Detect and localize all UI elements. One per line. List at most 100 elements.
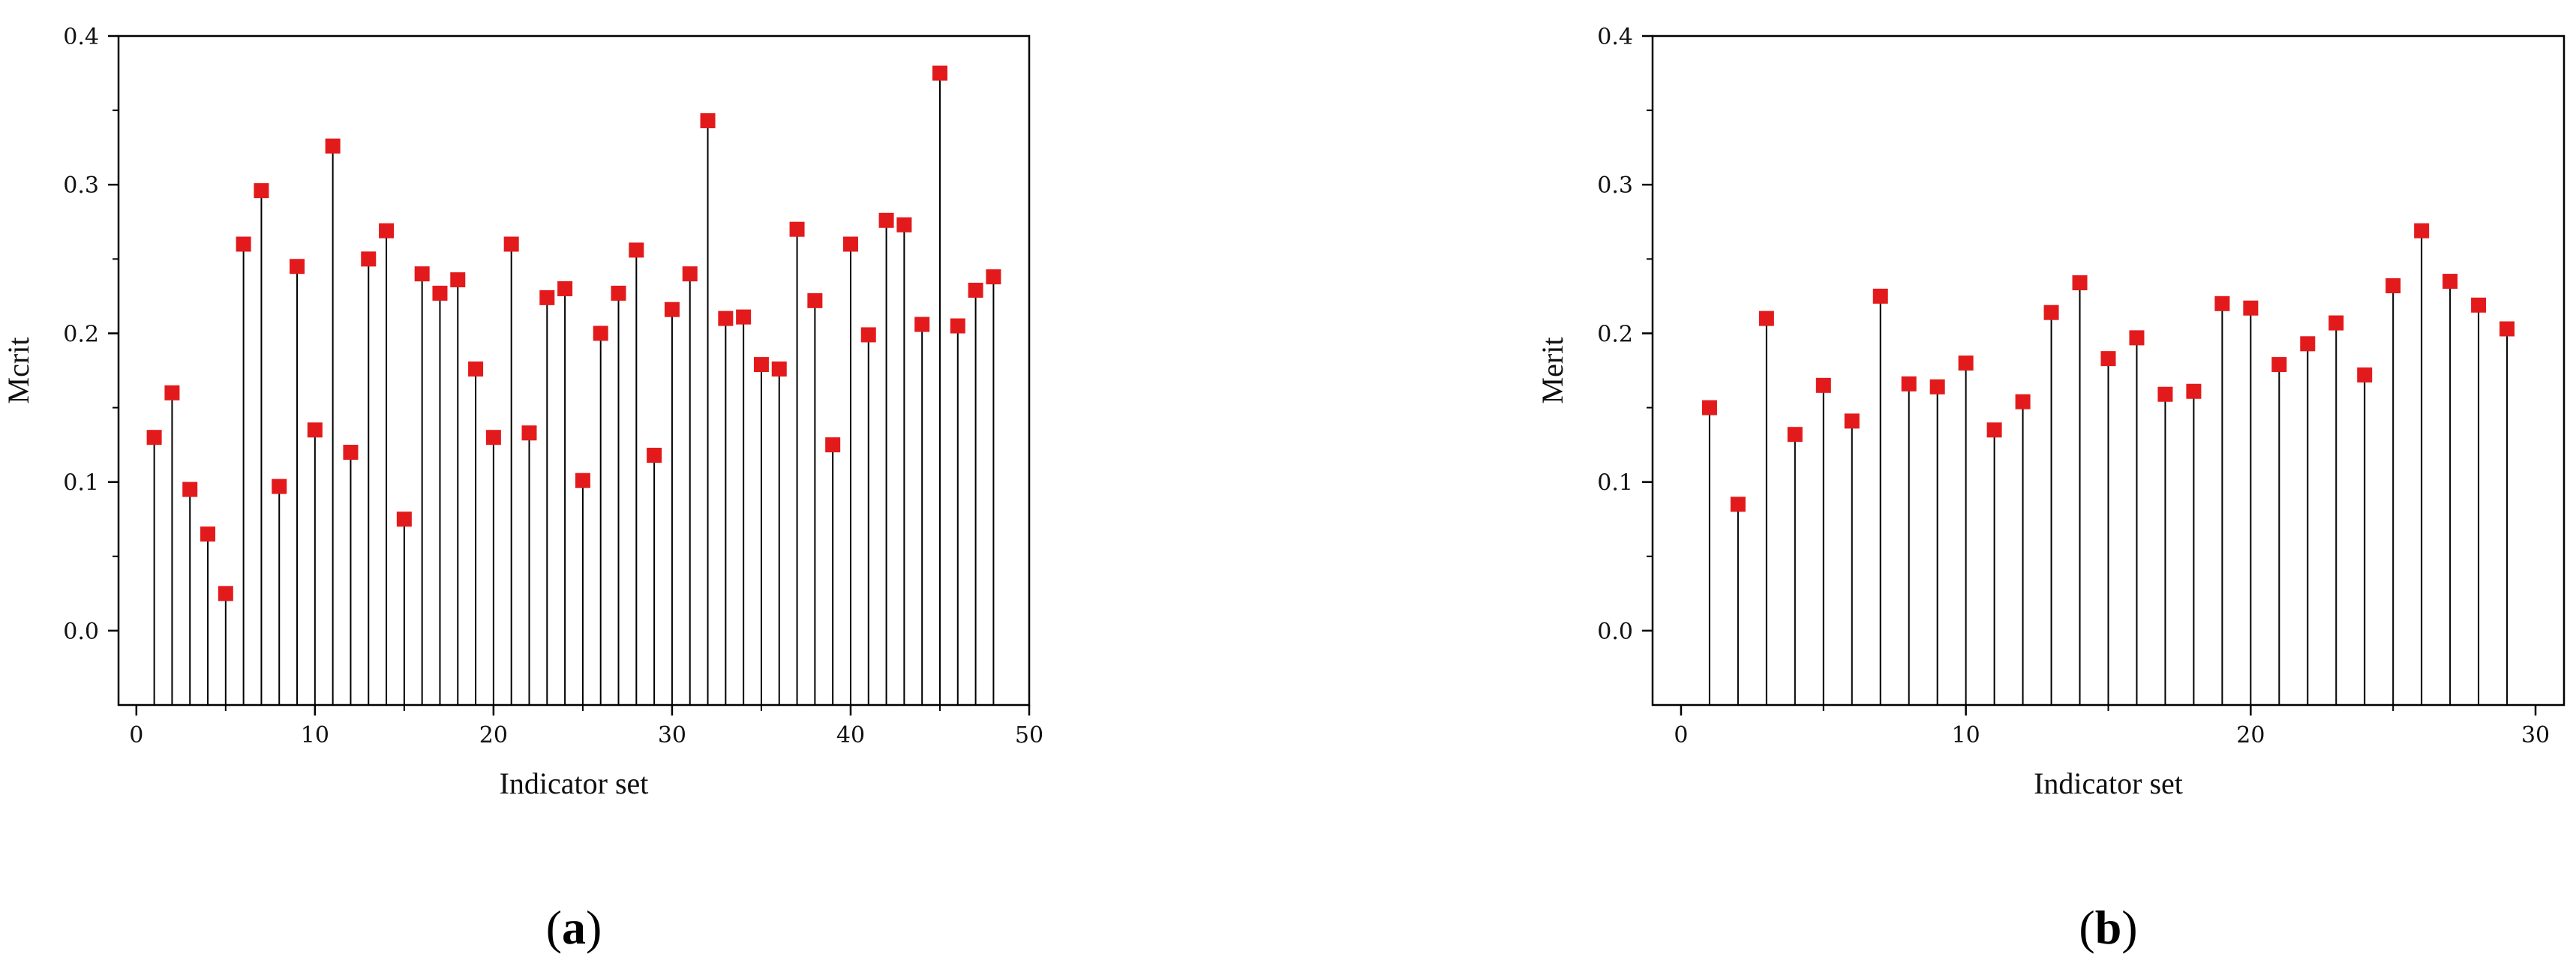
- data-point: [950, 318, 965, 334]
- x-tick-label: 30: [658, 722, 686, 748]
- data-point: [1701, 400, 1717, 416]
- data-point: [1958, 356, 1974, 371]
- markers-group: [146, 65, 1001, 602]
- data-point: [2072, 275, 2088, 291]
- data-point: [468, 362, 484, 377]
- data-point: [1872, 288, 1888, 304]
- stems-group: [1708, 230, 2508, 705]
- x-tick-label: 40: [836, 722, 865, 748]
- panel-label: (a): [546, 901, 602, 954]
- data-point: [2328, 315, 2344, 331]
- y-tick-label: 0.1: [1597, 470, 1633, 496]
- data-point: [629, 242, 644, 258]
- x-ticks-group: 0 10 20 30 40 50: [129, 705, 1043, 748]
- data-point: [396, 512, 412, 527]
- data-point: [485, 430, 501, 446]
- data-point: [825, 437, 841, 453]
- data-point: [2243, 300, 2259, 316]
- x-tick-label: 10: [1952, 722, 1980, 748]
- y-tick-label: 0.1: [63, 470, 99, 496]
- plot-frame: [117, 34, 1031, 706]
- data-point: [647, 447, 662, 463]
- x-axis-label: Indicator set: [500, 766, 649, 800]
- x-tick-label: 0: [1674, 722, 1688, 748]
- data-point: [593, 326, 608, 341]
- data-point: [771, 362, 787, 377]
- data-point: [1901, 376, 1917, 392]
- x-tick-label: 20: [479, 722, 508, 748]
- x-tick-label: 50: [1015, 722, 1043, 748]
- x-ticks-group: 0 10 20 30: [1674, 705, 2550, 748]
- data-point: [575, 472, 590, 488]
- data-point: [414, 266, 430, 282]
- data-point: [753, 357, 769, 373]
- data-point: [896, 217, 912, 232]
- data-point: [2214, 296, 2230, 311]
- data-point: [2157, 386, 2173, 402]
- data-point: [1986, 422, 2002, 438]
- x-tick-label: 0: [129, 722, 143, 748]
- data-point: [2414, 223, 2430, 238]
- data-point: [968, 282, 983, 298]
- data-point: [521, 425, 537, 441]
- panel-label: (b): [2079, 901, 2137, 954]
- data-point: [1730, 496, 1746, 512]
- data-point: [325, 138, 341, 154]
- data-point: [379, 223, 395, 238]
- data-point: [254, 183, 269, 199]
- data-point: [182, 482, 198, 497]
- data-point: [842, 236, 858, 252]
- data-point: [914, 316, 930, 332]
- y-tick-label: 0.0: [1597, 619, 1633, 645]
- data-point: [700, 112, 716, 128]
- data-point: [2129, 330, 2145, 346]
- data-point: [361, 251, 377, 267]
- data-point: [682, 266, 698, 282]
- data-point: [557, 280, 573, 296]
- x-tick-label: 10: [301, 722, 329, 748]
- data-point: [2271, 357, 2287, 373]
- y-tick-label: 0.3: [1597, 172, 1633, 199]
- data-point: [878, 212, 894, 228]
- data-point: [1929, 379, 1945, 394]
- panel-a-chart: 0 10 20 30 40 50 0.0 0.1 0.2 0.3 0.4 Indicator se…: [2, 24, 1043, 954]
- data-point: [539, 290, 555, 305]
- y-tick-label: 0.2: [63, 321, 99, 347]
- data-point: [986, 269, 1001, 285]
- x-axis-label: Indicator set: [2034, 766, 2183, 800]
- data-point: [2385, 278, 2401, 294]
- x-tick-label: 30: [2521, 722, 2550, 748]
- data-point: [2499, 321, 2515, 337]
- x-tick-label: 20: [2236, 722, 2265, 748]
- data-point: [1787, 427, 1803, 442]
- panel-letter: b: [2095, 901, 2122, 954]
- data-point: [736, 309, 752, 325]
- data-point: [664, 302, 680, 317]
- data-point: [2357, 367, 2373, 382]
- y-tick-label: 0.2: [1597, 321, 1633, 347]
- data-point: [2471, 297, 2487, 313]
- data-point: [2043, 304, 2059, 320]
- data-point: [1758, 310, 1774, 326]
- data-point: [2186, 383, 2202, 399]
- data-point: [932, 65, 947, 81]
- y-tick-label: 0.3: [63, 172, 99, 199]
- data-point: [1844, 413, 1860, 429]
- y-tick-label: 0.4: [63, 24, 99, 50]
- data-point: [503, 236, 519, 252]
- data-point: [236, 236, 251, 252]
- data-point: [290, 259, 305, 274]
- data-point: [718, 310, 734, 326]
- y-ticks-group: 0.0 0.1 0.2 0.3 0.4: [1597, 24, 1653, 645]
- data-point: [164, 385, 180, 400]
- data-point: [2100, 351, 2116, 367]
- data-point: [146, 430, 162, 446]
- y-axis-label: Mcrit: [2, 338, 35, 404]
- data-point: [432, 285, 448, 301]
- data-point: [860, 327, 876, 343]
- panel-letter: a: [562, 901, 586, 954]
- data-point: [343, 445, 359, 460]
- data-point: [200, 526, 216, 542]
- stems-group: [153, 73, 995, 705]
